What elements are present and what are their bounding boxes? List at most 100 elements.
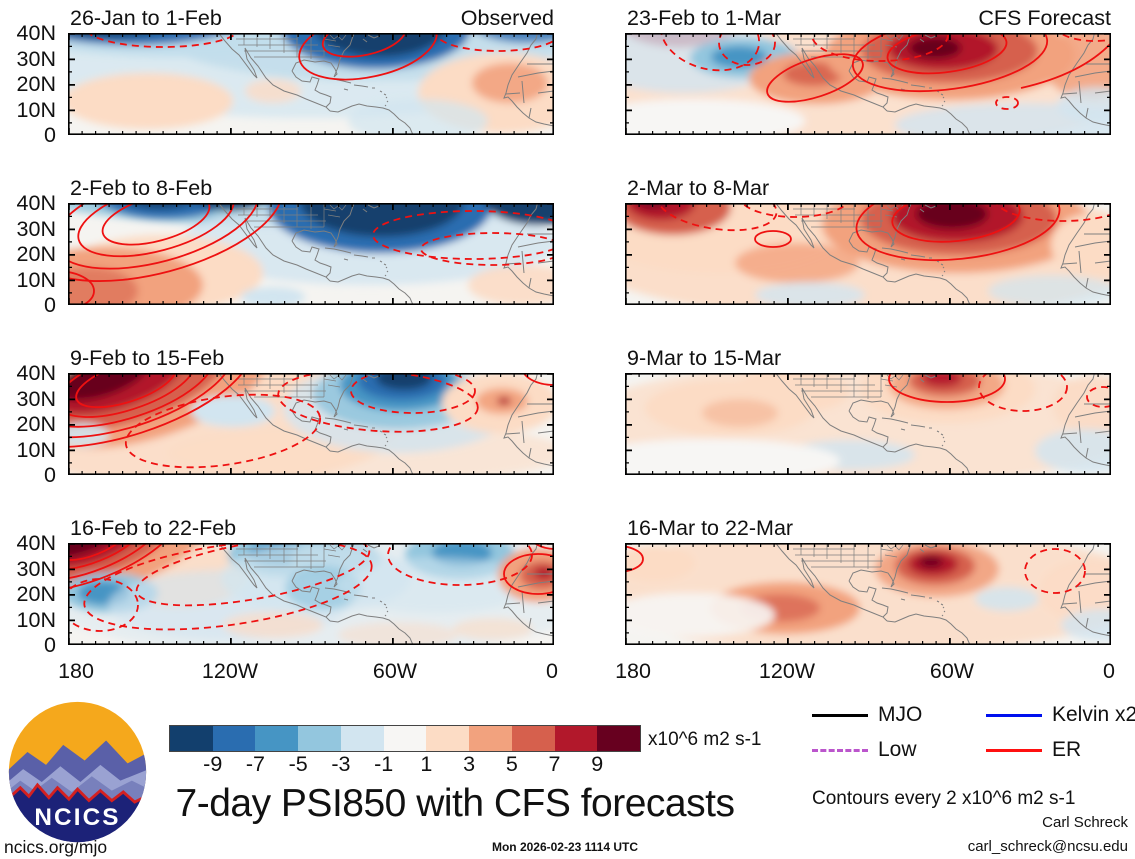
author-credit: Carl Schreck [1042, 814, 1128, 831]
panel-date-label: 9-Mar to 15-Mar [627, 346, 782, 370]
colorbar-cell [255, 726, 299, 751]
figure-title: 7-day PSI850 with CFS forecasts [175, 782, 735, 825]
legend-item-er: ER [986, 738, 1135, 762]
colorbar-cell [383, 726, 427, 751]
colorbar-tick-label: -1 [374, 752, 394, 776]
colorbar-cell [511, 726, 555, 751]
legend-label: ER [1052, 738, 1082, 761]
y-tick-label: 30N [16, 556, 56, 581]
panel-source-label: Observed [460, 6, 554, 30]
colorbar-tick-label: 7 [548, 752, 561, 776]
y-tick-label: 20N [16, 242, 56, 266]
ncics-logo: NCICS [8, 701, 147, 843]
author-email: carl_schreck@ncsu.edu [967, 838, 1128, 855]
colorbar-tick-label: -9 [203, 752, 223, 776]
legend-label: Low [878, 738, 917, 761]
panel-source-label: CFS Forecast [978, 6, 1111, 30]
colorbar-cell [170, 726, 213, 751]
y-tick-label: 30N [16, 46, 56, 71]
panel-date-label: 16-Mar to 22-Mar [627, 516, 794, 540]
y-tick-label: 0 [44, 633, 56, 657]
x-tick-label: 60W [929, 659, 975, 683]
colorbar-tick-label: -7 [245, 752, 266, 776]
panel-observed-week1: 26-Jan to 1-Feb Observed [68, 6, 554, 136]
colorbar-tick-label: 9 [591, 752, 604, 776]
colorbar-cell [426, 726, 470, 751]
y-axis-labels-row4: 40N 30N 20N 10N 0 [0, 531, 62, 657]
x-axis-labels-left: 180 120W 60W 0 [58, 659, 558, 685]
y-tick-label: 10N [16, 607, 56, 632]
y-tick-label: 10N [16, 97, 56, 122]
legend-item-low: Low [812, 738, 986, 762]
y-tick-label: 20N [16, 412, 56, 436]
colorbar-tick-label: 1 [420, 752, 433, 776]
y-tick-label: 40N [16, 191, 56, 215]
x-tick-label: 120W [201, 659, 259, 683]
er-line-sample [986, 748, 1042, 752]
legend-item-kelvin: Kelvin x2 [986, 703, 1135, 727]
x-tick-label: 180 [58, 659, 94, 683]
website-label: ncics.org/mjo [4, 837, 108, 857]
colorbar-tick-label: 3 [463, 752, 476, 776]
y-tick-label: 40N [16, 361, 56, 385]
colorbar-tick-label: -5 [288, 752, 308, 776]
x-tick-label: 0 [546, 659, 558, 683]
colorbar-cell [212, 726, 256, 751]
panel-forecast-week4: 16-Mar to 22-Mar [625, 516, 1111, 646]
y-axis-labels-row1: 40N 30N 20N 10N 0 [0, 21, 62, 147]
colorbar-cell [597, 726, 641, 751]
panel-observed-week4: 16-Feb to 22-Feb [68, 516, 554, 646]
x-tick-label: 60W [372, 659, 418, 683]
panel-date-label: 26-Jan to 1-Feb [70, 6, 222, 30]
y-tick-label: 40N [16, 531, 56, 555]
panel-date-label: 2-Mar to 8-Mar [627, 176, 770, 200]
contour-interval-note: Contours every 2 x10^6 m2 s-1 [812, 788, 1076, 809]
map-observed-week1 [68, 33, 554, 135]
colorbar [169, 725, 641, 752]
y-tick-label: 20N [16, 72, 56, 96]
map-observed-week3 [68, 373, 554, 475]
map-observed-week4 [68, 543, 554, 645]
x-tick-label: 120W [758, 659, 816, 683]
colorbar-cell [340, 726, 384, 751]
wave-legend: MJO Kelvin x2 Low ER [812, 703, 1135, 762]
panel-date-label: 2-Feb to 8-Feb [70, 176, 213, 200]
colorbar-tick-label: 5 [505, 752, 518, 776]
panel-date-label: 16-Feb to 22-Feb [70, 516, 237, 540]
y-tick-label: 30N [16, 216, 56, 241]
y-tick-label: 0 [44, 123, 56, 147]
kelvin-line-sample [986, 713, 1042, 717]
x-axis-labels-right: 180 120W 60W 0 [615, 659, 1115, 685]
mjo-line-sample [812, 713, 868, 717]
y-tick-label: 0 [44, 293, 56, 317]
colorbar-cell [554, 726, 598, 751]
panel-forecast-week2: 2-Mar to 8-Mar [625, 176, 1111, 306]
colorbar-cell [469, 726, 512, 751]
panel-observed-week2: 2-Feb to 8-Feb [68, 176, 554, 306]
legend-label: MJO [878, 703, 923, 726]
map-observed-week2 [68, 203, 554, 305]
y-axis-labels-row3: 40N 30N 20N 10N 0 [0, 361, 62, 487]
colorbar-tick-labels: -9 -7 -5 -3 -1 1 3 5 7 9 [170, 752, 640, 778]
y-axis-labels-row2: 40N 30N 20N 10N 0 [0, 191, 62, 317]
logo-text: NCICS [34, 804, 120, 831]
panel-date-label: 9-Feb to 15-Feb [70, 346, 225, 370]
y-tick-label: 10N [16, 267, 56, 292]
legend-item-mjo: MJO [812, 703, 986, 727]
y-tick-label: 30N [16, 386, 56, 411]
generation-timestamp: Mon 2026-02-23 1114 UTC [491, 840, 639, 854]
map-forecast-week1 [625, 33, 1111, 135]
colorbar-units-label: x10^6 m2 s-1 [648, 729, 762, 750]
x-tick-label: 0 [1103, 659, 1115, 683]
map-forecast-week4 [625, 543, 1111, 645]
map-forecast-week3 [625, 373, 1111, 475]
y-tick-label: 40N [16, 21, 56, 45]
map-forecast-week2 [625, 203, 1111, 305]
panel-forecast-week3: 9-Mar to 15-Mar [625, 346, 1111, 476]
panel-date-label: 23-Feb to 1-Mar [627, 6, 782, 30]
y-tick-label: 0 [44, 463, 56, 487]
panel-forecast-week1: 23-Feb to 1-Mar CFS Forecast [625, 6, 1111, 136]
legend-label: Kelvin x2 [1052, 703, 1135, 726]
panel-observed-week3: 9-Feb to 15-Feb [68, 346, 554, 476]
